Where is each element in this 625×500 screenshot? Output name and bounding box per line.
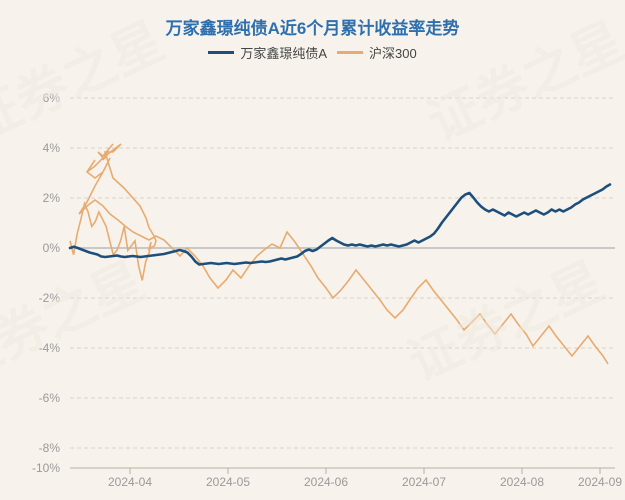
svg-text:-10%: -10% bbox=[32, 461, 60, 475]
chart-title: 万家鑫璟纯债A近6个月累计收益率走势 bbox=[0, 0, 625, 39]
plot-area: 6% 4% 2% 0% -2% -4% -6% -8% -10% 2024-04 bbox=[0, 68, 625, 488]
svg-text:-8%: -8% bbox=[39, 441, 61, 455]
chart-legend: 万家鑫璟纯债A 沪深300 bbox=[0, 43, 625, 62]
svg-text:2%: 2% bbox=[43, 191, 61, 205]
index-line-series bbox=[70, 144, 608, 364]
legend-label-index: 沪深300 bbox=[369, 43, 417, 62]
svg-text:2024-09: 2024-09 bbox=[578, 475, 622, 488]
x-axis-ticks bbox=[130, 468, 600, 474]
legend-line-index bbox=[337, 51, 363, 54]
svg-text:-6%: -6% bbox=[39, 391, 61, 405]
legend-item-fund: 万家鑫璟纯债A bbox=[208, 43, 327, 62]
svg-text:-2%: -2% bbox=[39, 291, 61, 305]
svg-text:2024-08: 2024-08 bbox=[500, 475, 544, 488]
x-axis-labels: 2024-04 2024-05 2024-06 2024-07 2024-08 … bbox=[108, 475, 622, 488]
svg-text:2024-06: 2024-06 bbox=[304, 475, 348, 488]
svg-text:6%: 6% bbox=[43, 91, 61, 105]
svg-text:4%: 4% bbox=[43, 141, 61, 155]
y-axis-labels: 6% 4% 2% 0% -2% -4% -6% -8% -10% bbox=[32, 91, 60, 475]
svg-text:2024-05: 2024-05 bbox=[206, 475, 250, 488]
svg-text:-4%: -4% bbox=[39, 341, 61, 355]
legend-line-fund bbox=[208, 51, 234, 54]
fund-line-series bbox=[70, 185, 610, 265]
legend-item-index: 沪深300 bbox=[337, 43, 417, 62]
legend-label-fund: 万家鑫璟纯债A bbox=[240, 43, 327, 62]
chart-svg: 6% 4% 2% 0% -2% -4% -6% -8% -10% 2024-04 bbox=[0, 68, 625, 488]
svg-text:0%: 0% bbox=[43, 241, 61, 255]
chart-container: 证券之星 证券之星 证券之星 证券之星 万家鑫璟纯债A近6个月累计收益率走势 万… bbox=[0, 0, 625, 500]
svg-text:2024-04: 2024-04 bbox=[108, 475, 152, 488]
svg-text:2024-07: 2024-07 bbox=[402, 475, 446, 488]
y-gridlines bbox=[70, 98, 615, 468]
